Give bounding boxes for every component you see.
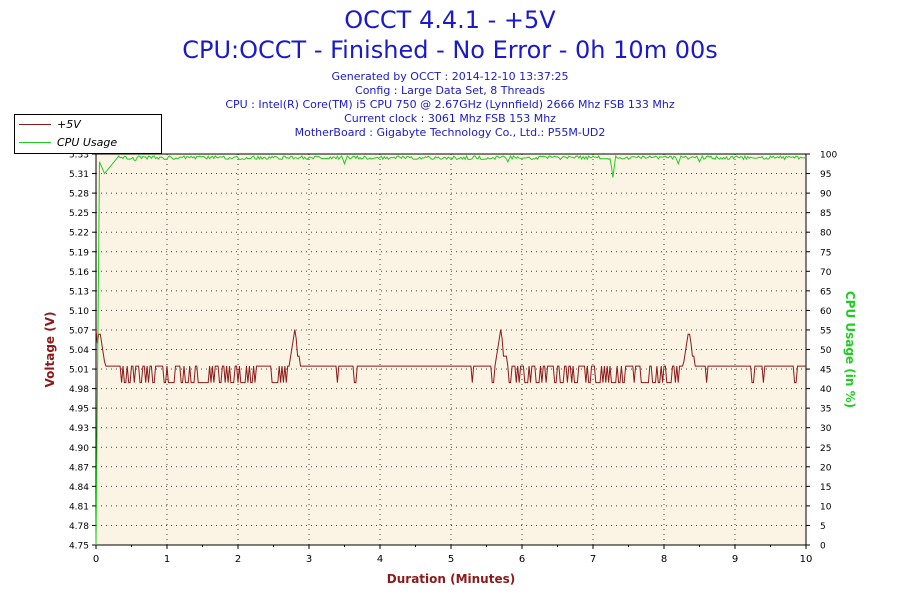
y2-tick-label: 25 [820, 444, 831, 454]
x-tick-label: 0 [93, 554, 99, 565]
y-tick-label: 5.22 [69, 229, 89, 239]
x-tick-label: 2 [235, 554, 241, 565]
x-tick-label: 1 [164, 554, 170, 565]
y-tick-label: 5.16 [69, 268, 89, 278]
series-line-cpu-usage [95, 154, 807, 546]
series-line-voltage [95, 329, 806, 384]
y-tick-label: 4.95 [69, 405, 89, 415]
y-tick-label: 5.07 [69, 326, 89, 336]
y-tick-label: 4.78 [69, 522, 89, 532]
y2-tick-label: 35 [820, 405, 831, 415]
chart-title: OCCT 4.4.1 - +5V [344, 6, 556, 34]
y2-tick-label: 100 [820, 151, 837, 161]
y-tick-label: 4.84 [69, 483, 89, 493]
legend-swatch-voltage [19, 124, 51, 125]
y-tick-label: 4.87 [69, 463, 89, 473]
y2-tick-label: 0 [820, 542, 826, 552]
y-tick-label: 4.90 [69, 444, 89, 454]
legend-label-voltage: +5V [57, 118, 81, 131]
y-tick-label: 5.19 [69, 248, 89, 258]
info-cpu: CPU : Intel(R) Core(TM) i5 CPU 750 @ 2.6… [225, 98, 675, 111]
y2-tick-label: 55 [820, 326, 831, 336]
y-tick-label: 5.31 [69, 170, 89, 180]
legend-label-usage: CPU Usage [57, 136, 118, 149]
y-tick-label: 5.28 [69, 190, 89, 200]
x-tick-label: 9 [732, 554, 738, 565]
x-tick-label: 6 [519, 554, 525, 565]
y2-axis-label: CPU Usage (in %) [843, 291, 857, 408]
x-tick-label: 10 [800, 554, 813, 565]
x-tick-label: 5 [448, 554, 454, 565]
x-tick-label: 4 [377, 554, 383, 565]
y2-tick-label: 80 [820, 229, 832, 239]
x-axis-label: Duration (Minutes) [387, 572, 515, 586]
y2-tick-label: 40 [820, 385, 832, 395]
y-axis-label: Voltage (V) [43, 312, 57, 388]
y2-tick-label: 15 [820, 483, 831, 493]
y-tick-label: 5.13 [69, 287, 89, 297]
y-tick-label: 5.01 [69, 366, 89, 376]
legend: +5V CPU Usage [14, 114, 162, 154]
y2-tick-label: 85 [820, 209, 831, 219]
y2-tick-label: 60 [820, 307, 832, 317]
y2-tick-label: 30 [820, 424, 832, 434]
y-tick-label: 5.10 [69, 307, 89, 317]
y-tick-label: 4.75 [69, 542, 89, 552]
y2-tick-label: 95 [820, 170, 831, 180]
y2-tick-label: 75 [820, 248, 831, 258]
y-tick-label: 4.93 [69, 424, 89, 434]
y2-tick-label: 5 [820, 522, 826, 532]
x-tick-label: 7 [590, 554, 596, 565]
y-tick-label: 5.25 [69, 209, 89, 219]
y2-tick-label: 20 [820, 463, 832, 473]
y-tick-label: 4.98 [69, 385, 89, 395]
x-tick-label: 8 [661, 554, 667, 565]
y2-tick-label: 65 [820, 287, 831, 297]
y2-tick-label: 45 [820, 366, 831, 376]
y2-tick-label: 50 [820, 346, 832, 356]
y2-tick-label: 90 [820, 190, 832, 200]
x-tick-label: 3 [306, 554, 312, 565]
y-tick-label: 5.04 [69, 346, 89, 356]
info-config: Config : Large Data Set, 8 Threads [355, 84, 545, 97]
y-tick-label: 4.81 [69, 502, 89, 512]
info-motherboard: MotherBoard : Gigabyte Technology Co., L… [294, 126, 606, 139]
chart-subtitle: CPU:OCCT - Finished - No Error - 0h 10m … [182, 36, 718, 64]
y2-tick-label: 10 [820, 502, 832, 512]
info-clock: Current clock : 3061 Mhz FSB 153 Mhz [344, 112, 556, 125]
y-tick-label: 5.33 [69, 151, 89, 161]
y2-tick-label: 70 [820, 268, 832, 278]
legend-swatch-usage [19, 142, 51, 143]
info-generated: Generated by OCCT : 2014-12-10 13:37:25 [331, 70, 569, 83]
